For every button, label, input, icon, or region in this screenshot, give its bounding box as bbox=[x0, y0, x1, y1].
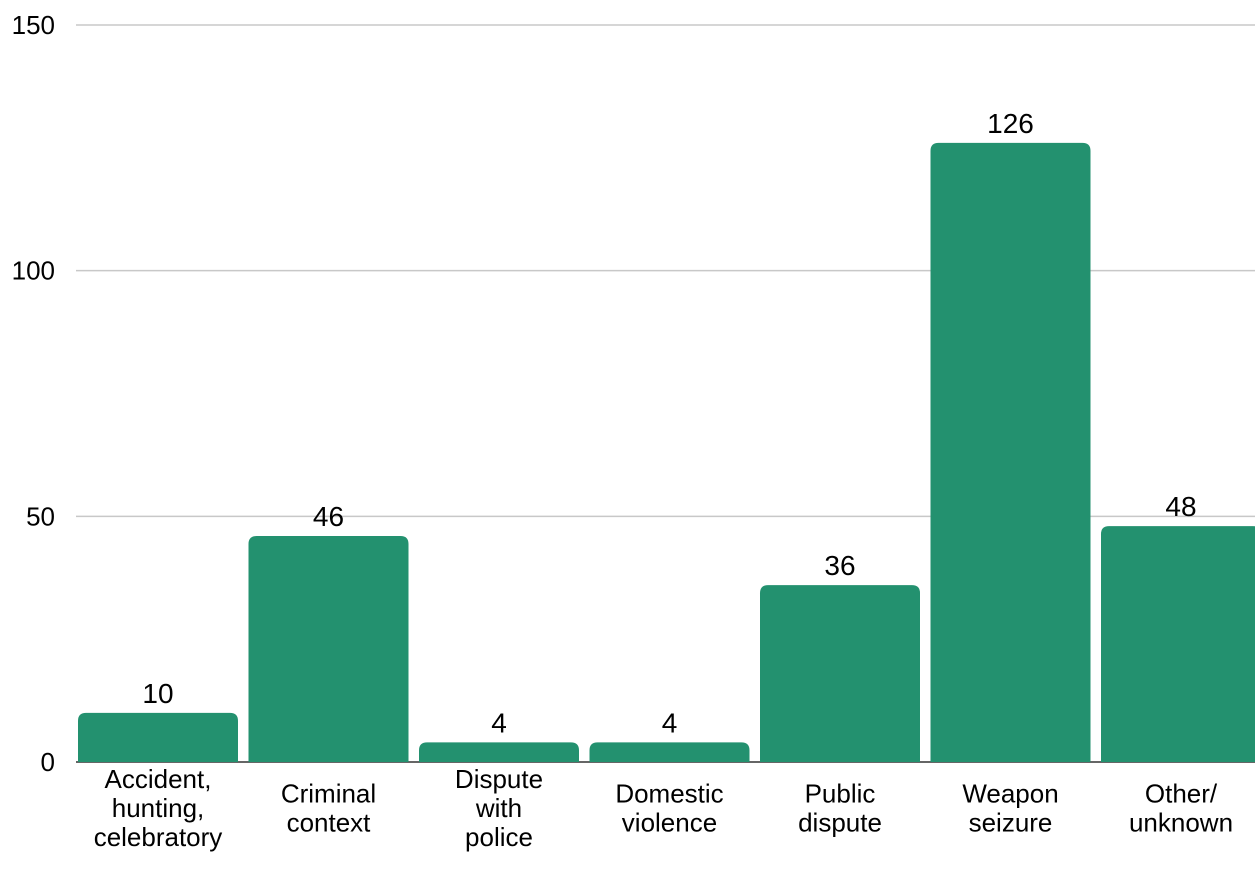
data-label: 10 bbox=[142, 678, 173, 709]
bar bbox=[78, 712, 238, 762]
category-label: Criminal context bbox=[281, 779, 376, 838]
y-tick-label: 150 bbox=[12, 10, 55, 40]
category-label: Weapon seizure bbox=[962, 779, 1058, 838]
data-label: 48 bbox=[1165, 491, 1196, 522]
y-axis-tick-labels: 0 50 100 150 bbox=[12, 10, 55, 777]
data-labels: 10 46 4 4 36 126 48 bbox=[142, 108, 1196, 738]
data-label: 4 bbox=[491, 707, 507, 738]
data-label: 4 bbox=[662, 707, 678, 738]
bar bbox=[589, 742, 750, 762]
bar bbox=[419, 742, 579, 762]
y-tick-label: 0 bbox=[41, 747, 55, 777]
data-label: 36 bbox=[824, 550, 855, 581]
category-label: Other/unknown bbox=[1129, 779, 1233, 838]
category-labels: Accident, hunting, celebratory Criminal cont… bbox=[94, 764, 1233, 852]
category-label: Domestic violence bbox=[615, 779, 723, 838]
bars bbox=[78, 142, 1255, 763]
bar bbox=[760, 585, 920, 762]
category-label: Public dispute bbox=[798, 779, 882, 838]
bar bbox=[248, 535, 409, 762]
category-label: Dispute with police bbox=[455, 764, 543, 852]
data-label: 126 bbox=[987, 108, 1034, 139]
bar bbox=[1101, 526, 1255, 762]
category-label: Accident, hunting, celebratory bbox=[94, 764, 223, 852]
y-tick-label: 100 bbox=[12, 256, 55, 286]
y-tick-label: 50 bbox=[26, 501, 55, 531]
bar bbox=[930, 142, 1091, 763]
data-label: 46 bbox=[313, 501, 344, 532]
